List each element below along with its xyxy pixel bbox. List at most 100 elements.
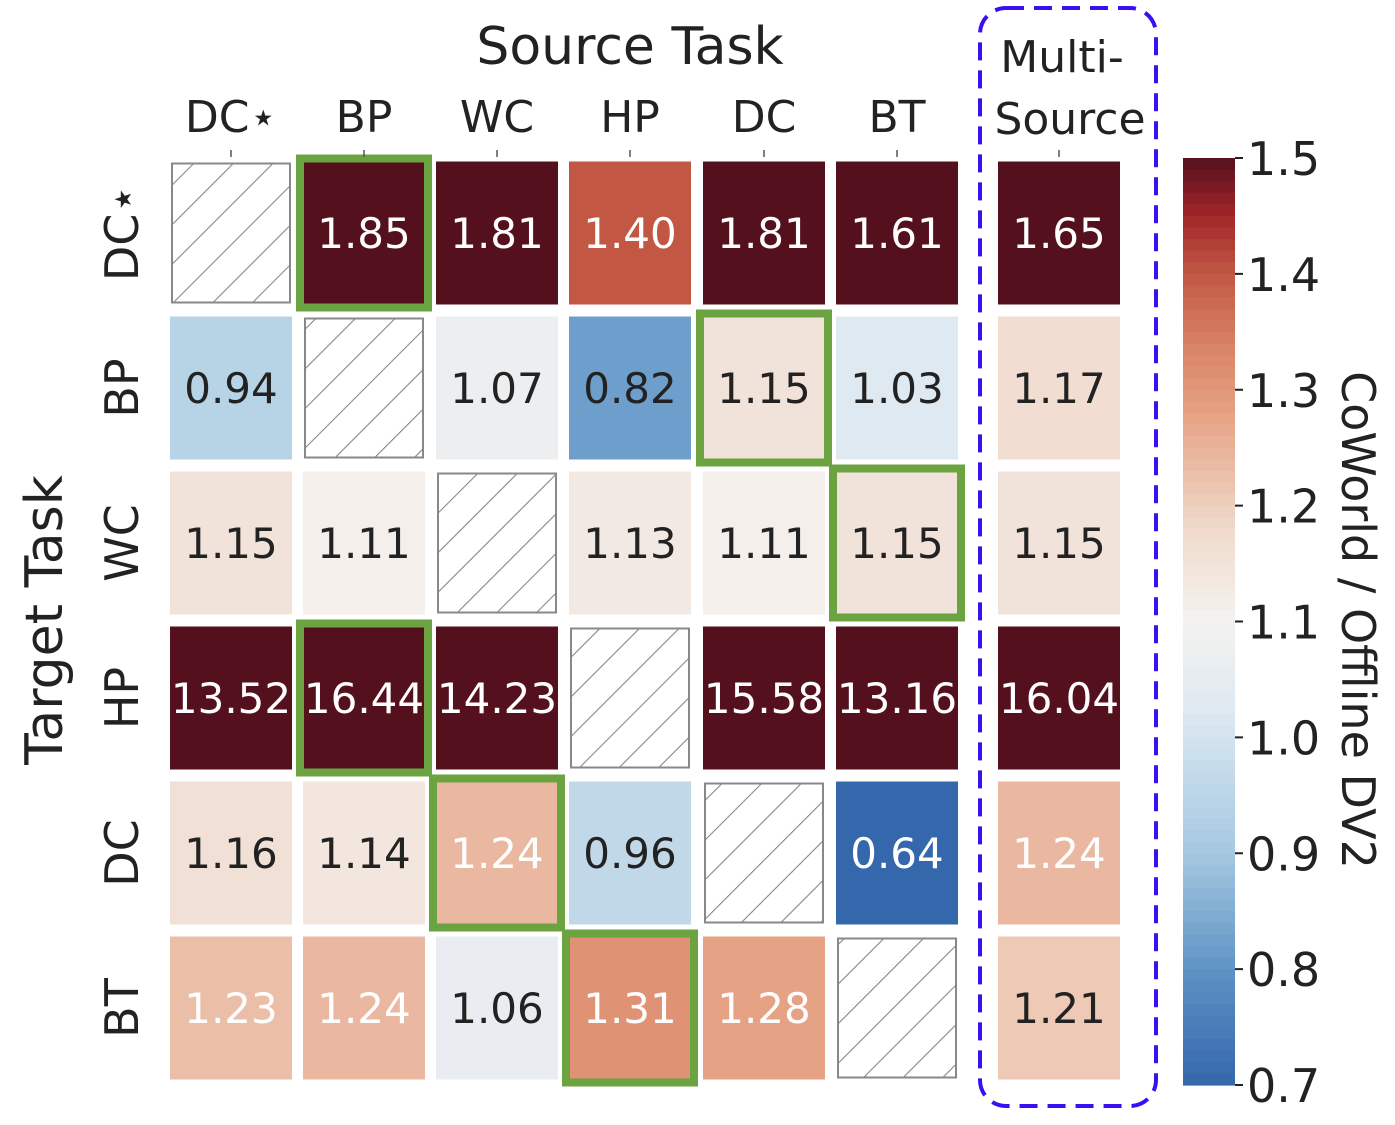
cell-r0-c3-label: 1.40 — [583, 209, 677, 258]
colorbar-segment-63 — [1183, 888, 1235, 901]
cell-r2-c0-label: 1.15 — [184, 519, 278, 568]
colorbar-segment-55 — [1183, 795, 1235, 808]
cell-r1-c4-label: 1.15 — [717, 364, 811, 413]
colorbar-segment-27 — [1183, 470, 1235, 484]
source-task-title: Source Task — [476, 17, 783, 77]
y-tick-label-1: BP — [95, 358, 149, 417]
colorbar-segment-52 — [1183, 760, 1235, 773]
cell-r3-c4-label: 15.58 — [704, 674, 824, 723]
cell-r0-c5-label: 1.61 — [850, 209, 944, 258]
cell-r3-c0-label: 13.52 — [171, 674, 291, 723]
x-tick-label-4: DC — [732, 92, 797, 143]
highlight-r0 — [296, 154, 432, 312]
colorbar-segment-12 — [1183, 297, 1235, 310]
cell-r4-c5 — [836, 781, 958, 925]
cell-r2-c4 — [703, 471, 825, 615]
colorbar-segment-56 — [1183, 806, 1235, 820]
cell-r1-c5 — [836, 316, 958, 460]
colorbar-segment-24 — [1183, 436, 1235, 449]
colorbar-segment-57 — [1183, 818, 1235, 831]
colorbar-segment-30 — [1183, 505, 1235, 518]
colorbar-tick-label-6: 0.9 — [1247, 827, 1320, 881]
y-tick-label-5: BT — [95, 977, 149, 1038]
cell-r4-c1 — [303, 781, 425, 925]
colorbar-segment-33 — [1183, 540, 1235, 553]
cell-r3-c5-label: 13.16 — [837, 674, 957, 723]
cell-r4-c0 — [170, 781, 292, 925]
cell-r1-c2-label: 1.07 — [450, 364, 544, 413]
colorbar-segment-8 — [1183, 250, 1235, 263]
cell-r1-c3-label: 0.82 — [583, 364, 677, 413]
colorbar-segment-75 — [1183, 1027, 1235, 1040]
colorbar-segment-48 — [1183, 714, 1235, 727]
colorbar-segment-44 — [1183, 667, 1235, 681]
colorbar-tick-label-5: 1.0 — [1247, 711, 1320, 765]
colorbar-segment-42 — [1183, 644, 1235, 657]
cell-multi-source-r1-label: 1.17 — [1012, 364, 1106, 413]
colorbar-segment-2 — [1183, 181, 1235, 194]
colorbar-segment-41 — [1183, 633, 1235, 646]
x-tick-label-5: BT — [868, 92, 925, 143]
cell-r4-c1-label: 1.14 — [317, 829, 411, 878]
colorbar-segment-50 — [1183, 737, 1235, 750]
colorbar-segment-26 — [1183, 459, 1235, 472]
cell-r1-c4 — [703, 316, 825, 460]
cell-r3-c3-hatched — [570, 627, 690, 769]
cell-r2-c0 — [170, 471, 292, 615]
highlight-r5 — [562, 929, 698, 1087]
colorbar-tick-label-0: 1.5 — [1247, 132, 1320, 186]
colorbar-segment-71 — [1183, 980, 1235, 993]
colorbar-segment-62 — [1183, 876, 1235, 889]
y-tick-label-0: DC⋆ — [95, 185, 149, 281]
highlight-r1 — [696, 309, 832, 467]
cell-r0-c2-label: 1.81 — [450, 209, 544, 258]
cell-r5-c5-hatched — [837, 937, 957, 1079]
cell-r4-c4-hatched — [704, 782, 824, 924]
colorbar-segment-36 — [1183, 575, 1235, 588]
colorbar-segment-17 — [1183, 354, 1235, 368]
cell-r4-c0-label: 1.16 — [184, 829, 278, 878]
colorbar-segment-78 — [1183, 1061, 1235, 1075]
cell-multi-source-r1 — [998, 316, 1120, 460]
cell-r4-c3 — [569, 781, 691, 925]
cell-r1-c3 — [569, 316, 691, 460]
cell-r5-c4-label: 1.28 — [717, 984, 811, 1033]
cell-r3-c5 — [836, 626, 958, 770]
colorbar-segment-13 — [1183, 308, 1235, 321]
highlight-r4 — [429, 774, 565, 932]
cell-multi-source-r5-label: 1.21 — [1012, 984, 1106, 1033]
colorbar-segment-29 — [1183, 494, 1235, 507]
colorbar-segment-3 — [1183, 192, 1235, 205]
cell-r3-c4 — [703, 626, 825, 770]
best-source-highlights — [296, 154, 965, 1087]
colorbar-segment-49 — [1183, 725, 1235, 738]
cell-r5-c0 — [170, 936, 292, 1080]
cell-r1-c2 — [436, 316, 558, 460]
y-tick-labels: DC⋆ BP WC HP DC BT — [95, 185, 149, 1038]
colorbar-segment-66 — [1183, 922, 1235, 935]
colorbar-segment-59 — [1183, 841, 1235, 854]
colorbar-segment-4 — [1183, 204, 1235, 217]
cell-multi-source-r4 — [998, 781, 1120, 925]
cell-r0-c3 — [569, 161, 691, 305]
colorbar-segment-68 — [1183, 945, 1235, 959]
colorbar-segment-23 — [1183, 424, 1235, 437]
colorbar-label: CoWorld / Offline DV2 — [1331, 371, 1385, 869]
colorbar-segment-54 — [1183, 783, 1235, 796]
colorbar-segment-46 — [1183, 691, 1235, 704]
colorbar-segment-70 — [1183, 969, 1235, 982]
colorbar-segment-39 — [1183, 609, 1235, 623]
y-tick-label-2: WC — [95, 504, 149, 582]
colorbar-segment-32 — [1183, 528, 1235, 541]
colorbar-tick-label-2: 1.3 — [1247, 364, 1320, 418]
cell-r2-c4-label: 1.11 — [717, 519, 811, 568]
colorbar-segment-61 — [1183, 864, 1235, 878]
colorbar-tick-label-7: 0.8 — [1247, 943, 1320, 997]
y-tick-label-3: HP — [95, 667, 149, 729]
colorbar-segment-65 — [1183, 911, 1235, 924]
colorbar-segment-15 — [1183, 331, 1235, 344]
colorbar-segment-37 — [1183, 586, 1235, 599]
cell-r5-c2 — [436, 936, 558, 1080]
cell-r5-c1-label: 1.24 — [317, 984, 411, 1033]
